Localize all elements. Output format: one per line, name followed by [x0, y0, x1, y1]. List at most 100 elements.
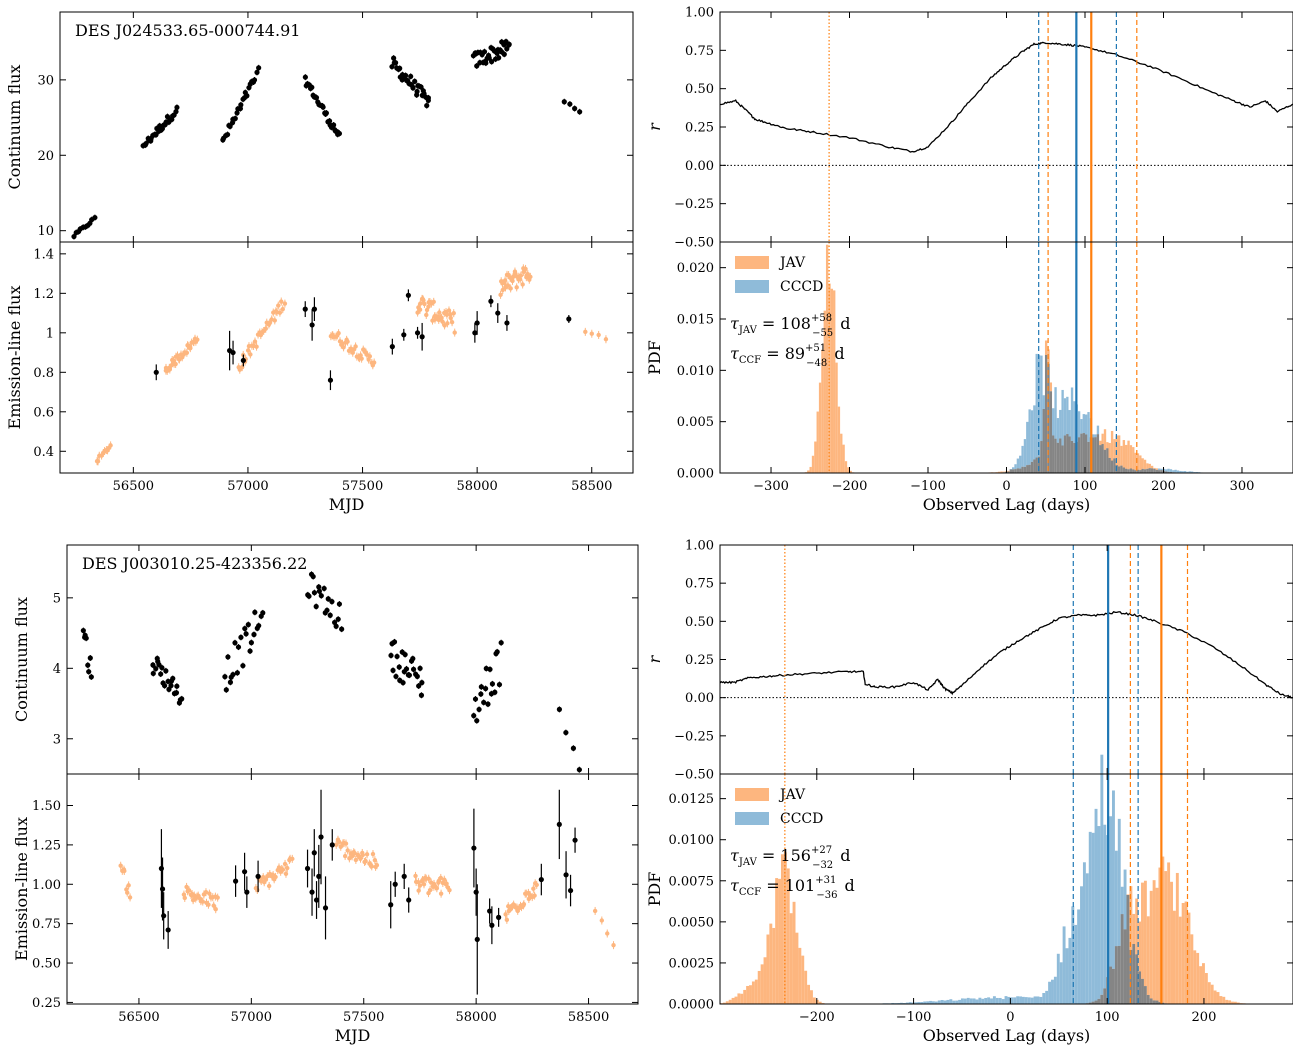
x-tick-label: 200: [1192, 1010, 1217, 1025]
jav-pdf-bar: [1139, 455, 1142, 471]
line-flux-point-orange: [447, 887, 452, 893]
overlap-pdf-bar: [1092, 437, 1095, 473]
line-flux-point-orange: [195, 337, 200, 342]
line-flux-point-orange: [279, 299, 284, 304]
continuum-point: [576, 767, 582, 773]
overlap-pdf-bar: [1117, 945, 1121, 1004]
ccf-pdf-bar: [1016, 996, 1020, 1004]
ccf-pdf-bar: [1183, 471, 1187, 473]
line-flux-point-black: [496, 914, 502, 920]
ccf-pdf-bar: [1021, 996, 1025, 1004]
overlap-pdf-bar: [1129, 468, 1133, 473]
overlap-pdf-bar: [1123, 929, 1127, 1004]
jav-pdf-bar: [757, 970, 761, 1004]
object-name-label: DES J024533.65-000744.91: [75, 21, 300, 40]
ccf-pdf-bar: [1033, 996, 1037, 1004]
jav-pdf-bar: [792, 901, 796, 1004]
jav-pdf-bar: [1153, 467, 1156, 469]
line-flux-point-orange: [371, 360, 377, 365]
continuum-point: [567, 101, 573, 107]
line-flux-point-orange: [413, 873, 418, 879]
continuum-point: [416, 683, 422, 689]
jav-pdf-bar: [772, 927, 776, 1004]
line-flux-point-black: [406, 897, 412, 903]
lag-markers: [784, 774, 1189, 1004]
line-flux-point-orange: [504, 917, 510, 923]
line-flux-point-orange: [276, 303, 281, 308]
line-flux-point-orange: [444, 312, 450, 317]
continuum-point: [71, 233, 77, 240]
histograms: [720, 754, 1246, 1004]
line-flux-point-orange: [108, 443, 113, 448]
jav-pdf-bar: [1136, 453, 1140, 470]
overlap-pdf-bar: [1033, 459, 1036, 473]
y-tick-label: 0.0050: [669, 915, 715, 930]
ccf-pdf-bar: [1001, 999, 1005, 1004]
ccf-pdf-bar: [1024, 997, 1028, 1004]
x-tick-label: 57500: [342, 479, 383, 494]
jav-pdf-bar: [1236, 1002, 1240, 1004]
continuum-point: [260, 610, 266, 616]
annotation-sub: CCF: [739, 355, 761, 366]
line-flux-point-black: [401, 332, 407, 338]
legend-label-cccd: CCCD: [780, 279, 823, 295]
jav-pdf-bar: [801, 955, 805, 1004]
ccf-pdf-bar: [1165, 469, 1168, 472]
line-flux-point-orange: [349, 854, 355, 859]
line-flux-orange-points: [118, 835, 616, 950]
jav-pdf-bar: [997, 471, 1001, 473]
line-flux-point-black: [401, 873, 407, 879]
axes-frame: [719, 241, 1293, 474]
continuum-points: [80, 571, 582, 773]
y-tick-label: 5: [53, 591, 61, 606]
overlap-pdf-bar: [1149, 998, 1153, 1004]
line-flux-point-orange: [431, 299, 436, 305]
continuum-point: [302, 74, 308, 80]
overlap-pdf-bar: [1099, 445, 1102, 473]
continuum-point: [335, 616, 341, 622]
line-flux-point-orange: [370, 851, 376, 857]
y-tick-label: 0.4: [33, 445, 54, 460]
jav-pdf-bar: [1202, 963, 1205, 1004]
continuum-point: [150, 670, 156, 677]
overlap-pdf-bar: [1138, 971, 1142, 1004]
jav-pdf-bar: [807, 984, 811, 1004]
line-flux-point-orange: [342, 853, 348, 859]
line-flux-point-orange: [502, 278, 508, 283]
overlap-pdf-bar: [1016, 468, 1020, 473]
continuum-point: [393, 673, 399, 680]
overlap-pdf-bar: [1112, 968, 1115, 1004]
x-axis-label: Observed Lag (days): [923, 1026, 1091, 1045]
jav-pdf-bar: [769, 923, 773, 1004]
line-flux-point-orange: [188, 345, 193, 351]
ccf-pdf-bar: [1117, 818, 1121, 946]
overlap-pdf-bar: [1097, 998, 1101, 1004]
line-flux-point-orange: [518, 273, 524, 278]
y-tick-label: 0.0000: [669, 998, 715, 1013]
overlap-pdf-bar: [1094, 437, 1097, 473]
annotation-part: = 108: [757, 314, 811, 333]
continuum-point: [311, 590, 318, 596]
continuum-point: [174, 104, 180, 111]
overlap-pdf-bar: [1155, 1000, 1159, 1004]
continuum-point: [390, 667, 396, 674]
jav-pdf-bar: [1101, 433, 1104, 444]
overlap-pdf-bar: [1009, 469, 1012, 473]
y-tick-label: 0.75: [32, 917, 61, 932]
jav-pdf-bar: [1172, 910, 1176, 1004]
jav-pdf-bar: [798, 947, 802, 1004]
ccf-pdf-bar: [1179, 470, 1182, 473]
axes-frame: [66, 773, 639, 1005]
ccf-pdf-bar: [1027, 997, 1031, 1004]
jav-pdf-bar: [1117, 435, 1121, 467]
jav-pdf-bar: [1007, 470, 1010, 472]
overlap-pdf-bar: [1127, 469, 1130, 473]
line-flux-point-orange: [213, 907, 218, 912]
object1-emission-line-panel: 56500 57000 57500 58000 58500 0.4 0.6 0.8 1 1.2 1.…: [5, 241, 634, 514]
lag-annotation: τCCF = 89+51 −48 d: [730, 343, 845, 369]
continuum-point: [414, 88, 420, 95]
jav-pdf-bar: [731, 997, 735, 1004]
ccf-pdf-bar: [931, 1001, 935, 1004]
line-flux-point-black: [472, 330, 478, 336]
